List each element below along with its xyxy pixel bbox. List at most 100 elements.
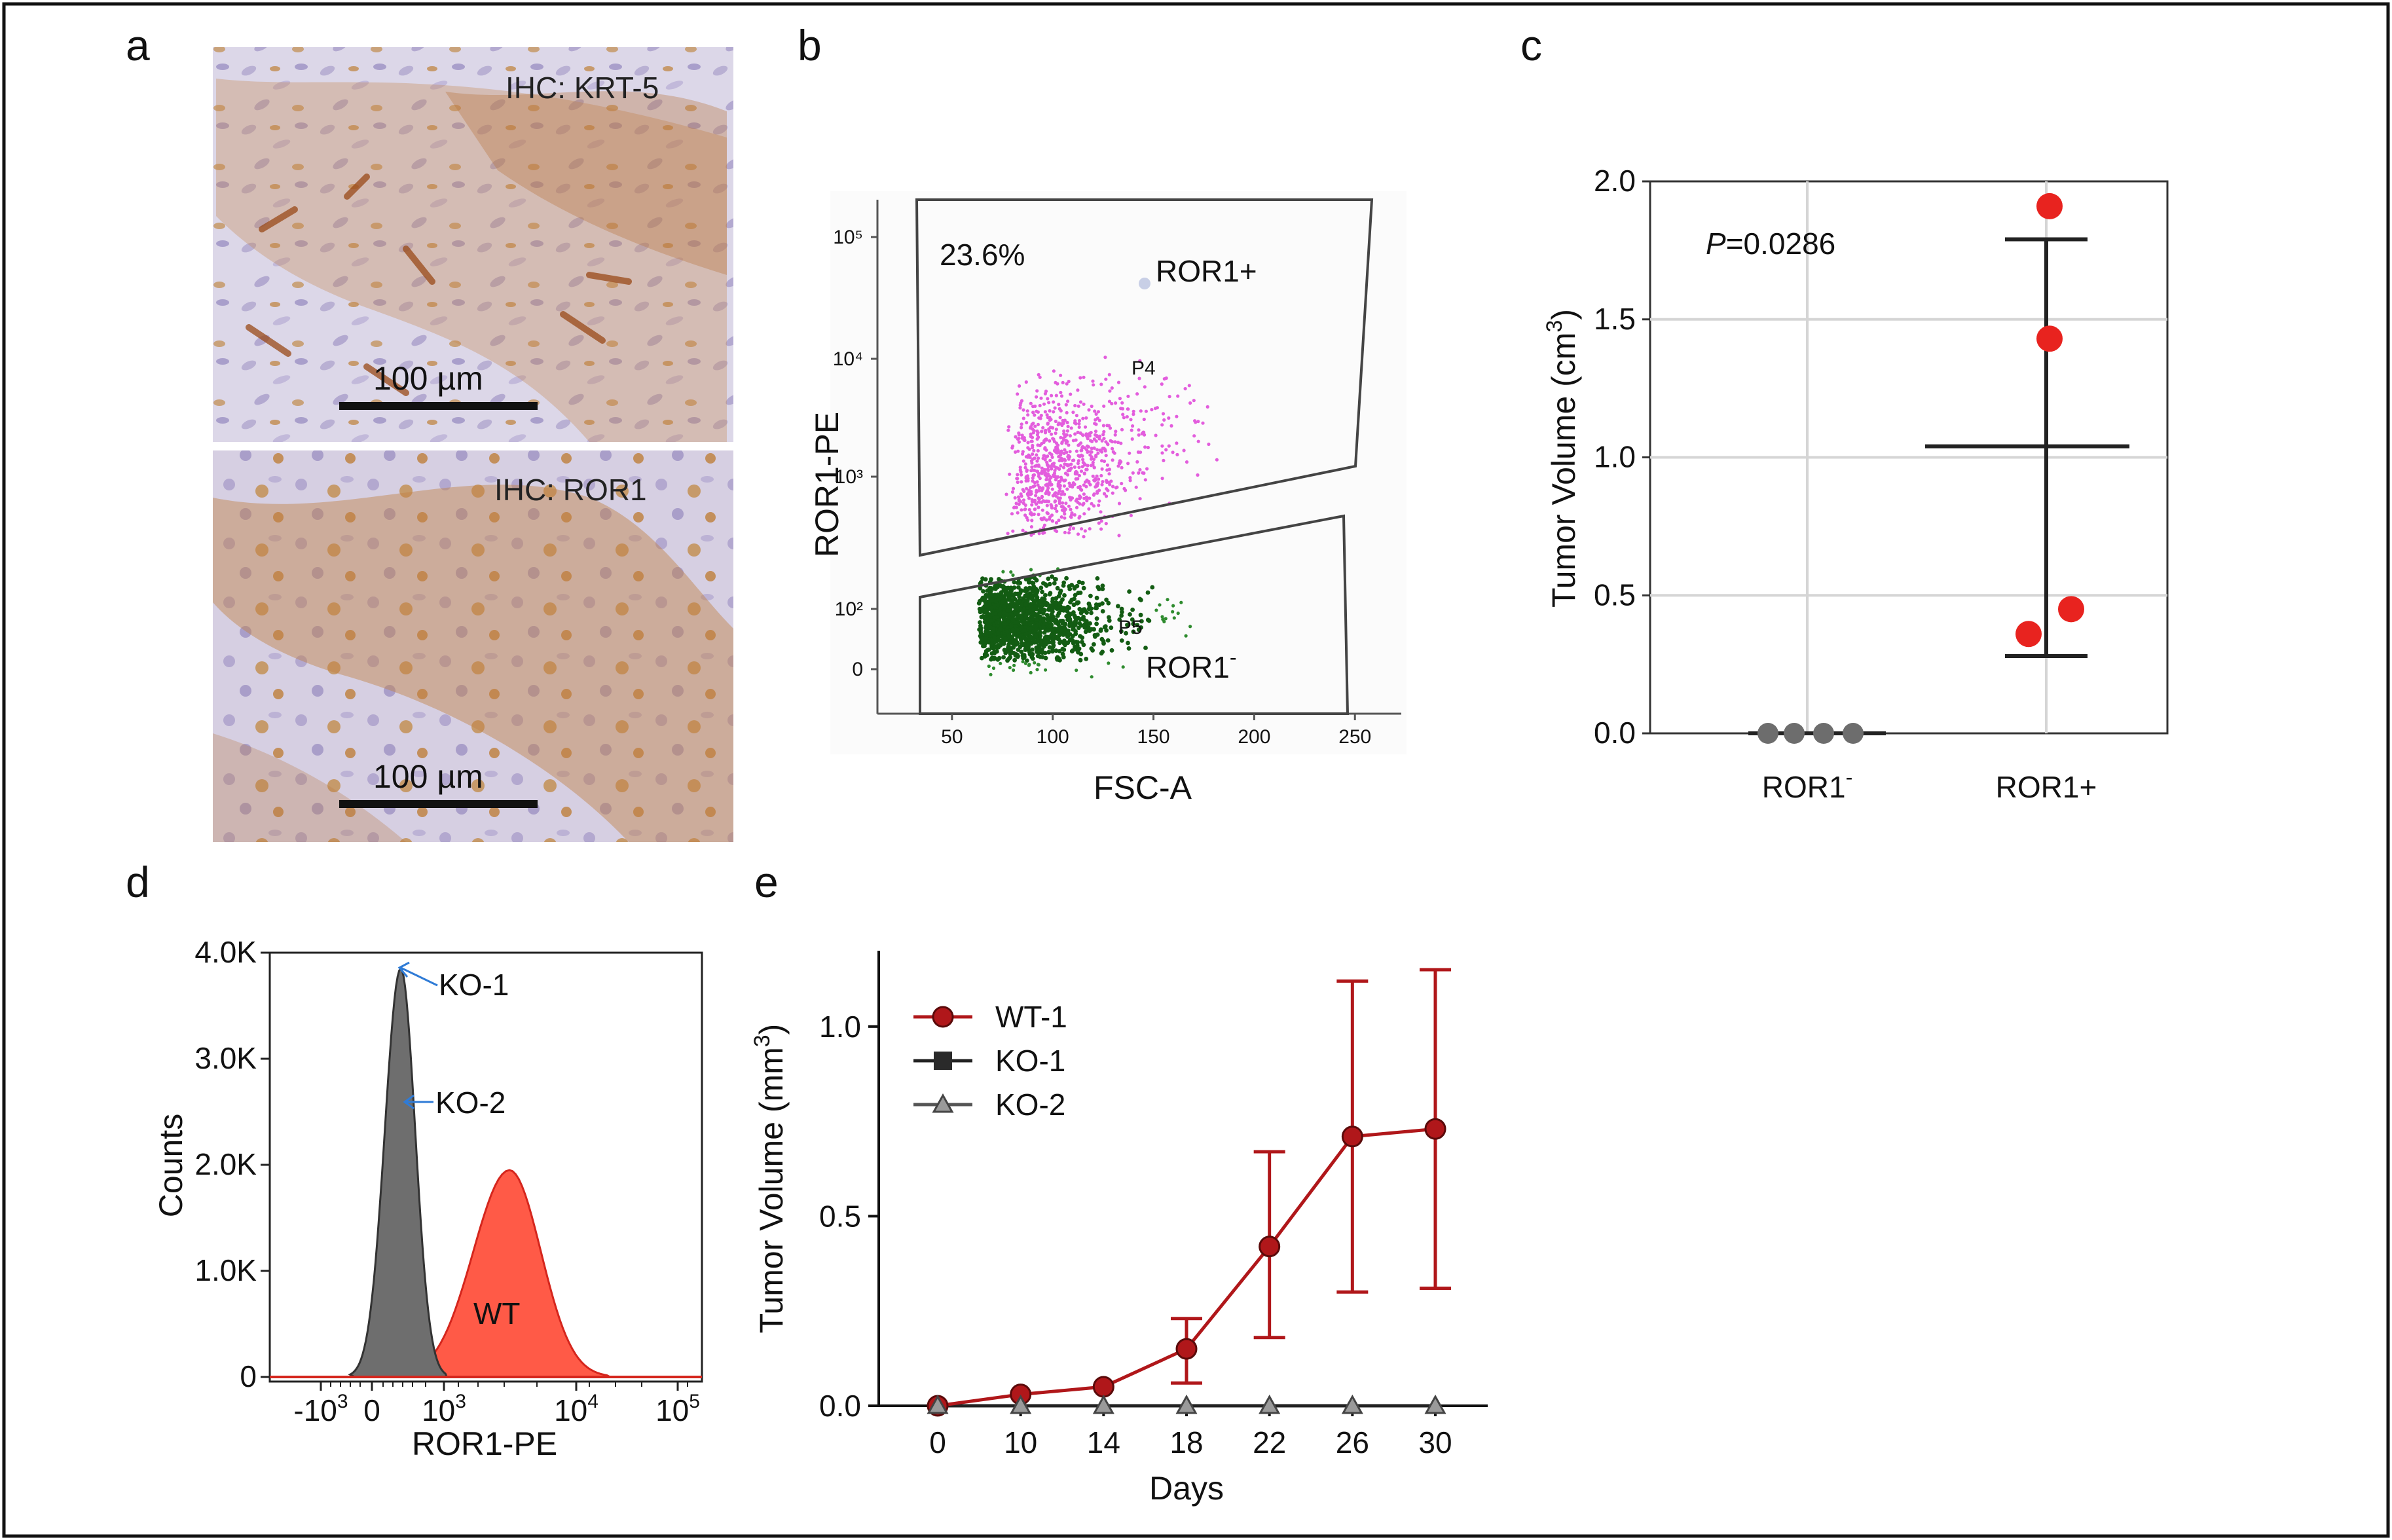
data-point-ror1pos [2058, 596, 2084, 623]
scatter-point-magenta [1087, 507, 1091, 511]
scatter-point-green [1038, 614, 1043, 619]
blue-arrows [397, 961, 438, 1110]
scatter-point-green [1109, 625, 1114, 631]
scatter-point-green [992, 635, 997, 640]
scatter-point-magenta [1026, 446, 1030, 450]
scatter-point-magenta [1048, 451, 1052, 455]
scatter-point-magenta [1059, 435, 1063, 440]
scatter-point-green [988, 618, 993, 623]
scatter-point-magenta [1194, 420, 1198, 424]
scatter-point-magenta [1074, 499, 1078, 503]
scatter-point-magenta [1141, 430, 1145, 434]
scatter-point-magenta [1111, 491, 1114, 495]
scatter-point-magenta [1052, 471, 1057, 475]
scatter-point-green [1037, 646, 1042, 651]
scatter-point-magenta [1168, 395, 1171, 399]
y-tick-label: 2.0 [1594, 164, 1636, 198]
scatter-point-magenta [1076, 430, 1080, 435]
scatter-point-green [1161, 617, 1165, 621]
scatter-point-magenta [1012, 505, 1016, 509]
scatter-point-green [1089, 610, 1094, 615]
scatter-point-magenta [1064, 439, 1068, 443]
scatter-point-green [978, 625, 984, 631]
scatter-point-green [1025, 598, 1030, 603]
scatter-point-magenta [1103, 356, 1107, 359]
scatter-point-magenta [1004, 492, 1008, 496]
scatter-point-magenta [1052, 369, 1056, 373]
scatter-point-green [1016, 648, 1021, 652]
scatter-point-magenta [1033, 413, 1037, 417]
scatter-point-magenta [1103, 449, 1107, 453]
scatter-point-magenta [1016, 480, 1020, 485]
scatter-point-magenta [1130, 437, 1134, 441]
scatter-point-magenta [1058, 467, 1061, 471]
scatter-point-magenta [1215, 458, 1219, 462]
scatter-point-magenta [1137, 428, 1141, 432]
scatter-point-magenta [1092, 446, 1096, 450]
scatter-point-magenta [1021, 459, 1025, 463]
scatter-point-green [1094, 616, 1099, 621]
scatter-point-green [989, 672, 993, 676]
scatter-point-magenta [1023, 466, 1027, 469]
scatter-point-magenta [1058, 499, 1061, 504]
histogram-y-tick-label: 1.0K [194, 1253, 257, 1287]
scatter-point-green [1172, 616, 1176, 620]
histogram-y-tick-label: 0 [240, 1359, 257, 1393]
scatter-point-green [1046, 576, 1051, 581]
scatter-point-green [1019, 602, 1024, 608]
legend-label: KO-1 [995, 1044, 1065, 1078]
scatter-point-green [1008, 666, 1012, 670]
scatter-point-magenta [1022, 438, 1026, 442]
scatter-point-magenta [1081, 503, 1085, 507]
scatter-point-magenta [1122, 486, 1126, 491]
scatter-point-green [1022, 655, 1027, 659]
scatter-point-magenta [1069, 426, 1073, 430]
scatter-point-green [1011, 628, 1016, 633]
scatter-point-magenta [1035, 389, 1039, 393]
scatter-point-green [1038, 608, 1043, 613]
scatter-point-magenta [1075, 505, 1079, 509]
scatter-point-green [1013, 611, 1018, 616]
scatter-point-magenta [1083, 425, 1088, 429]
gate-percent: 23.6% [940, 238, 1025, 272]
scatter-point-magenta [1162, 418, 1166, 422]
scatter-point-magenta [1077, 516, 1081, 520]
scatter-point-magenta [1071, 458, 1075, 462]
scatter-point-magenta [1073, 419, 1077, 423]
scatter-point-magenta [1129, 513, 1133, 517]
scatter-point-green [986, 623, 991, 628]
y-tick-label: 0.0 [1594, 716, 1636, 750]
scatter-point-magenta [1080, 527, 1084, 531]
scatter-point-green [1044, 668, 1048, 672]
scatter-point-green [1061, 631, 1067, 636]
scatter-point-green [1188, 625, 1192, 629]
scatter-point-green [1092, 632, 1097, 638]
scatter-point-green [1119, 629, 1124, 634]
scatter-point-green [1040, 589, 1044, 595]
scatter-point-magenta [1025, 474, 1029, 478]
scatter-point-green [1046, 634, 1050, 640]
scatter-point-green [1016, 653, 1020, 659]
scatter-point-magenta [1086, 464, 1090, 468]
scatter-point-green [991, 629, 996, 634]
histogram-y-tick-label: 2.0K [194, 1147, 257, 1181]
scatter-point-green [1056, 636, 1060, 641]
scatter-point-magenta [1073, 513, 1076, 517]
scatter-point-magenta [1080, 488, 1084, 492]
scatter-point-green [1027, 631, 1032, 635]
scatter-point-magenta [1110, 440, 1114, 444]
scatter-point-green [996, 631, 1001, 636]
scatter-point-magenta [1056, 484, 1060, 488]
scatter-point-green [1019, 650, 1024, 654]
scatter-point-magenta [1079, 441, 1083, 445]
scatter-point-green [1054, 601, 1059, 606]
scatter-point-magenta [1044, 438, 1048, 442]
scatter-point-green [1001, 655, 1006, 660]
scatter-point-magenta [1067, 531, 1071, 535]
scatter-point-magenta [1063, 492, 1067, 496]
scatter-point-magenta [1100, 483, 1104, 486]
scatter-point-magenta [1087, 408, 1091, 412]
scatter-point-green [1072, 596, 1076, 602]
scatter-point-green [1104, 628, 1109, 633]
scatter-point-green [1095, 585, 1101, 590]
